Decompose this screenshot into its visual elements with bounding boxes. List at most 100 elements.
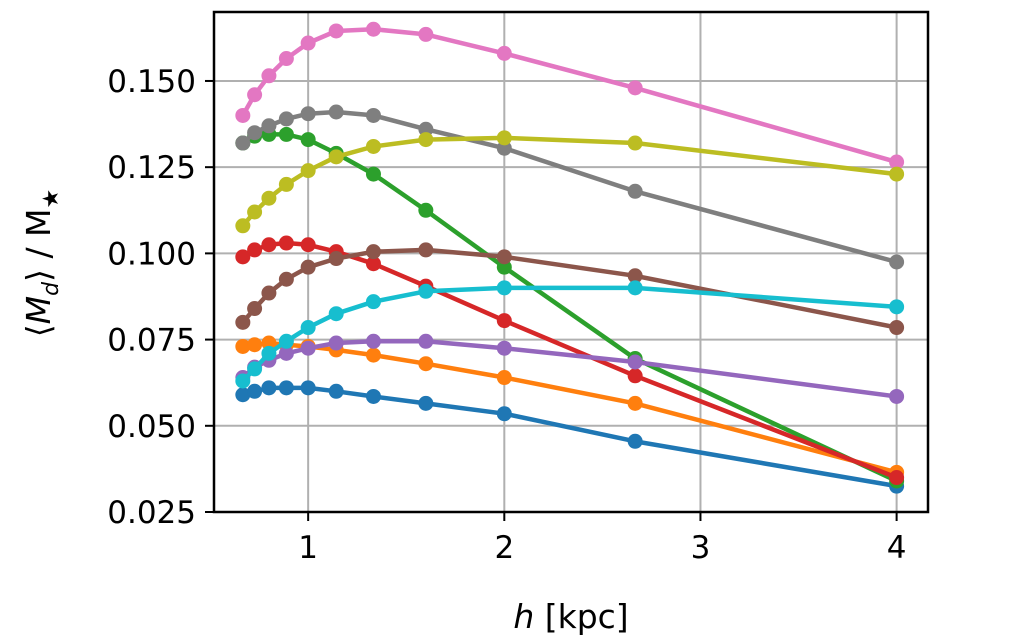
data-point <box>418 395 434 411</box>
data-point <box>889 388 905 404</box>
data-point <box>278 126 294 142</box>
x-tick-label: 1 <box>298 530 318 566</box>
data-point <box>889 299 905 315</box>
y-axis-label: ⟨Md⟩ / M★ <box>19 189 64 338</box>
data-point <box>261 237 277 253</box>
axis-ticks: 1 2 3 4 0.025 0.050 0.075 0.100 0.125 0.150 <box>107 64 906 566</box>
data-point <box>889 320 905 336</box>
data-point <box>496 45 512 61</box>
data-point <box>496 313 512 329</box>
data-point <box>247 242 263 258</box>
data-point <box>496 280 512 296</box>
data-point <box>261 285 277 301</box>
data-point <box>278 380 294 396</box>
data-point <box>261 345 277 361</box>
data-point <box>418 121 434 137</box>
data-point <box>261 190 277 206</box>
data-point <box>235 338 251 354</box>
svg-text:⟨Md⟩ / M★: ⟨Md⟩ / M★ <box>19 189 64 338</box>
series-layer <box>235 21 905 494</box>
data-point <box>247 125 263 141</box>
series-series-10 <box>235 280 905 389</box>
data-point <box>365 347 381 363</box>
data-point <box>418 26 434 42</box>
y-tick-label: 0.050 <box>107 409 196 445</box>
data-point <box>261 118 277 134</box>
x-tick-label: 2 <box>494 530 514 566</box>
series-series-8 <box>235 104 905 270</box>
data-point <box>247 204 263 220</box>
data-point <box>261 68 277 84</box>
data-point <box>247 87 263 103</box>
y-tick-label: 0.075 <box>107 323 196 359</box>
y-tick-label: 0.025 <box>107 495 196 531</box>
data-point <box>365 244 381 260</box>
data-point <box>328 23 344 39</box>
data-point <box>328 104 344 120</box>
data-point <box>235 135 251 151</box>
series-series-9 <box>235 130 905 234</box>
series-line <box>242 340 898 475</box>
data-point <box>496 259 512 275</box>
data-point <box>365 256 381 272</box>
data-point <box>278 271 294 287</box>
data-point <box>247 301 263 317</box>
data-point <box>278 111 294 127</box>
data-point <box>300 35 316 51</box>
data-point <box>261 335 277 351</box>
data-point <box>278 345 294 361</box>
data-point <box>278 333 294 349</box>
data-point <box>247 361 263 377</box>
data-point <box>418 356 434 372</box>
data-point <box>627 280 643 296</box>
data-point <box>235 249 251 265</box>
data-point <box>300 106 316 122</box>
data-point <box>235 314 251 330</box>
data-point <box>496 140 512 156</box>
data-point <box>235 218 251 234</box>
data-point <box>278 176 294 192</box>
data-point <box>235 373 251 389</box>
data-point <box>300 320 316 336</box>
series-line <box>241 240 898 480</box>
data-point <box>328 251 344 267</box>
x-axis-label: h [kpc] <box>513 597 628 636</box>
series-series-6 <box>235 242 905 336</box>
data-point <box>889 254 905 270</box>
data-point <box>300 340 316 356</box>
data-point <box>627 395 643 411</box>
data-point <box>300 380 316 396</box>
data-point <box>300 132 316 148</box>
data-point <box>365 294 381 310</box>
data-point <box>300 259 316 275</box>
data-point <box>247 337 263 353</box>
data-point <box>365 138 381 154</box>
x-tick-label: 4 <box>887 530 907 566</box>
data-point <box>235 387 251 403</box>
data-point <box>328 335 344 351</box>
plot-frame <box>212 10 930 514</box>
y-tick-label: 0.100 <box>107 236 196 272</box>
data-point <box>365 166 381 182</box>
data-point <box>418 202 434 218</box>
series-line <box>241 285 897 383</box>
data-point <box>496 249 512 265</box>
data-point <box>496 130 512 146</box>
data-point <box>418 242 434 258</box>
data-point <box>627 433 643 449</box>
data-point <box>261 380 277 396</box>
data-point <box>627 183 643 199</box>
data-point <box>418 333 434 349</box>
data-point <box>365 333 381 349</box>
data-point <box>496 406 512 422</box>
data-point <box>235 107 251 123</box>
data-point <box>496 340 512 356</box>
y-tick-label: 0.125 <box>107 150 196 186</box>
x-tick-label: 3 <box>691 530 711 566</box>
data-point <box>889 154 905 170</box>
data-point <box>328 306 344 322</box>
data-point <box>365 21 381 37</box>
data-point <box>627 268 643 284</box>
data-point <box>496 370 512 386</box>
y-tick-label: 0.150 <box>107 64 196 100</box>
